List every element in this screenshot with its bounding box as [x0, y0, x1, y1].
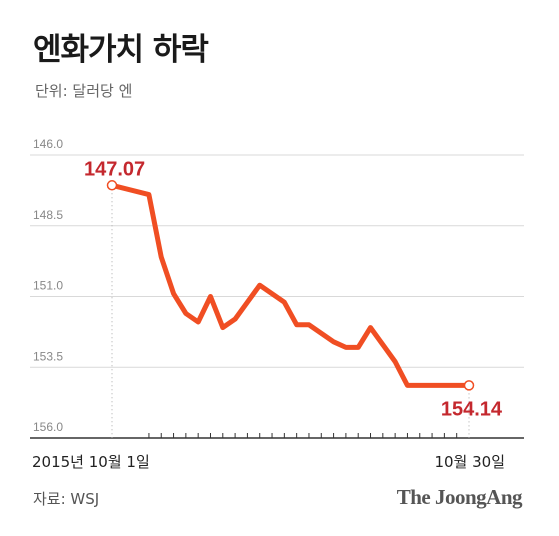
x-start-label: 2015년 10월 1일 — [32, 453, 150, 470]
y-tick-label: 153.5 — [33, 349, 63, 363]
y-tick-label: 156.0 — [33, 420, 63, 434]
series-line — [109, 182, 472, 388]
line-chart: 146.0 148.5 151.0 153.5 156.0 147.07 154.14 201… — [30, 137, 524, 470]
start-point-marker — [106, 180, 118, 191]
source-label: 자료: WSJ — [33, 490, 100, 508]
y-tick-label: 151.0 — [33, 279, 63, 293]
unit-label: 단위: 달러당 엔 — [35, 82, 133, 100]
start-value-label: 147.07 — [84, 158, 145, 180]
y-tick-label: 148.5 — [33, 208, 63, 222]
chart-title: 엔화가치 하락 — [33, 32, 209, 68]
x-end-label: 10월 30일 — [434, 453, 505, 470]
y-tick-label: 146.0 — [33, 137, 63, 151]
end-point-marker — [463, 380, 475, 391]
brand-logo: The JoongAng — [396, 485, 523, 509]
end-value-label: 154.14 — [441, 398, 503, 420]
